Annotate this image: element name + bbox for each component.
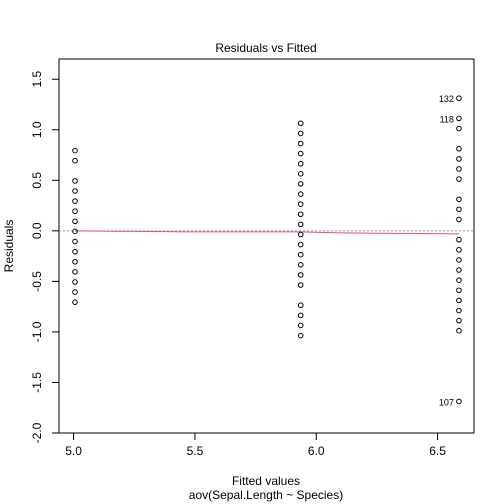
- residual-point: [72, 147, 78, 154]
- residual-point: [72, 248, 78, 255]
- y-tick-label: -2.0: [30, 422, 44, 443]
- residual-point: [297, 302, 304, 309]
- residual-point: [72, 289, 78, 295]
- residual-point: [297, 231, 304, 238]
- x-tick-label: 6.0: [308, 444, 325, 458]
- residual-point: [72, 258, 78, 265]
- y-tick-label: -1.0: [30, 321, 44, 342]
- y-axis: -2.0 -1.5 -1.0 -0.5 0.0 0.5 1.0 1.5: [30, 71, 59, 443]
- residual-point: [72, 178, 78, 184]
- y-tick-label: 1.0: [30, 121, 44, 138]
- x-tick-label: 5.5: [187, 444, 204, 458]
- x-tick-label: 5.0: [65, 444, 82, 458]
- residual-point: [456, 216, 462, 223]
- residual-point: [456, 327, 462, 334]
- residual-point: [72, 157, 78, 164]
- residual-point: [456, 398, 462, 405]
- residual-point: [297, 120, 304, 127]
- residual-point: [456, 206, 462, 213]
- residual-point: [297, 312, 304, 319]
- y-tick-label: -1.5: [30, 372, 44, 393]
- residual-point: [297, 191, 304, 197]
- residual-point: [72, 238, 78, 245]
- residual-point: [456, 166, 462, 172]
- residual-point: [456, 176, 462, 182]
- residual-point: [72, 198, 78, 204]
- residual-point: [297, 201, 304, 207]
- residual-point: [72, 228, 78, 235]
- residual-point: [456, 287, 462, 294]
- residual-point: [456, 236, 462, 243]
- residual-points: [72, 95, 462, 405]
- residual-point: [456, 277, 462, 283]
- residual-point: [72, 269, 78, 275]
- residual-point: [297, 251, 304, 258]
- x-axis-sublabel: aov(Sepal.Length ~ Species): [189, 488, 343, 502]
- x-tick-label: 6.5: [429, 444, 446, 458]
- y-tick-label: 0.0: [30, 222, 44, 239]
- residual-point: [297, 171, 304, 177]
- residual-point: [72, 299, 78, 306]
- y-tick-label: 0.5: [30, 172, 44, 189]
- residual-point: [72, 208, 78, 215]
- residual-point: [456, 196, 462, 203]
- residual-point: [456, 267, 462, 273]
- residual-point: [297, 272, 304, 278]
- x-axis: 5.0 5.5 6.0 6.5: [65, 433, 446, 458]
- residual-point: [72, 279, 78, 285]
- residual-point: [456, 145, 462, 152]
- outlier-label: 107: [439, 397, 454, 407]
- plot-frame: [58, 58, 475, 434]
- residual-point: [456, 307, 462, 314]
- residual-point: [297, 130, 304, 137]
- x-axis-label: Fitted values: [232, 474, 300, 488]
- y-tick-label: 1.5: [30, 71, 44, 88]
- outlier-labels: 132 118 107: [439, 94, 454, 407]
- residual-point: [72, 218, 78, 225]
- outlier-label: 132: [439, 94, 454, 104]
- residual-point: [456, 125, 462, 132]
- residual-point: [456, 247, 462, 253]
- residual-point: [456, 115, 462, 122]
- outlier-label: 118: [440, 114, 454, 124]
- y-tick-label: -0.5: [30, 271, 44, 292]
- residual-point: [456, 156, 462, 162]
- residual-point: [297, 332, 304, 339]
- y-axis-label: Residuals: [2, 220, 16, 273]
- chart-title: Residuals vs Fitted: [215, 41, 316, 55]
- residual-point: [297, 211, 304, 218]
- residual-point: [297, 140, 304, 147]
- residual-point: [297, 322, 304, 329]
- residual-point: [297, 221, 304, 228]
- smoother-line: [75, 230, 459, 235]
- residual-point: [297, 160, 304, 167]
- residual-point: [456, 95, 462, 102]
- residual-point: [297, 181, 304, 187]
- residual-point: [72, 188, 78, 194]
- residual-point: [456, 317, 462, 324]
- residual-point: [297, 262, 304, 268]
- residual-point: [297, 150, 304, 157]
- residual-point: [297, 282, 304, 288]
- residual-point: [297, 241, 304, 248]
- residual-point: [456, 297, 462, 304]
- residual-point: [456, 257, 462, 263]
